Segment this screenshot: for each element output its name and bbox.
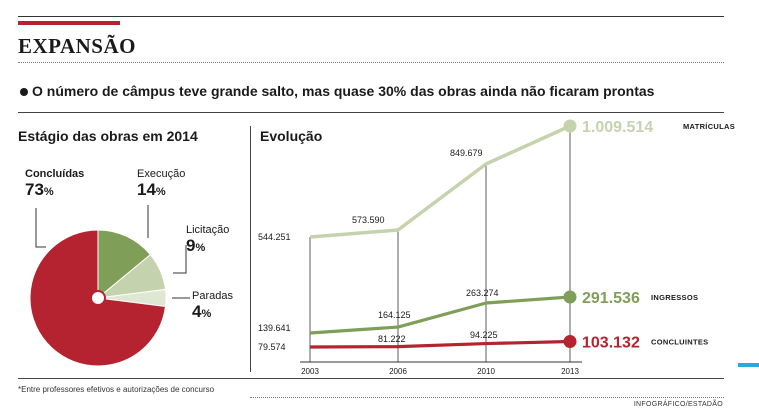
bottom-rule (18, 378, 724, 379)
series-name-label: INGRESSOS (651, 293, 698, 302)
series-name-label: MATRÍCULAS (683, 122, 735, 131)
footnote: *Entre professores efetivos e autorizaçõ… (18, 385, 215, 394)
x-tick-label: 2013 (561, 367, 579, 376)
data-label: 139.641 (258, 323, 291, 333)
series-line-concluintes (309, 339, 571, 349)
pie-leader-line (35, 208, 46, 248)
series-line-matrículas (309, 124, 571, 239)
pie-label-name: Licitação (186, 224, 230, 236)
pie-label-name: Concluídas (25, 168, 85, 180)
data-label: 544.251 (258, 232, 291, 242)
pie-chart (29, 205, 190, 367)
subtitle: O número de câmpus teve grande salto, ma… (32, 83, 655, 99)
data-label: 94.225 (470, 330, 498, 340)
final-value-label: 291.536 (582, 290, 640, 307)
dotted-divider (18, 62, 724, 63)
pie-label-percent: 14% (137, 180, 166, 199)
data-label: 849.679 (450, 148, 483, 158)
series-end-marker (563, 335, 577, 349)
data-label: 81.222 (378, 334, 406, 344)
top-rule (18, 16, 724, 17)
pie-label-percent: 4% (192, 302, 212, 321)
pie-label-paradas: Paradas 4% (192, 290, 233, 322)
accent-bar (18, 21, 120, 25)
pie-label-execucao: Execução 14% (137, 168, 185, 200)
vertical-divider (250, 126, 251, 372)
line-chart-title: Evolução (260, 128, 323, 144)
accent-marker (738, 363, 759, 367)
bullet-icon (20, 88, 28, 96)
section-title: EXPANSÃO (18, 34, 136, 58)
data-label: 573.590 (352, 215, 385, 225)
pie-label-licitacao: Licitação 9% (186, 224, 229, 256)
x-tick-label: 2010 (477, 367, 495, 376)
series-line-ingressos (309, 295, 571, 335)
pie-label-percent: 73% (25, 180, 54, 199)
pie-chart-title: Estágio das obras em 2014 (18, 128, 198, 144)
data-label: 263.274 (466, 288, 499, 298)
data-label: 79.574 (258, 342, 286, 352)
pie-label-percent: 9% (186, 236, 206, 255)
pie-label-name: Paradas (192, 290, 233, 302)
series-name-label: CONCLUINTES (651, 338, 708, 347)
pie-leader-line (173, 245, 187, 274)
final-value-label: 1.009.514 (582, 119, 653, 136)
data-label: 164.125 (378, 310, 411, 320)
final-value-label: 103.132 (582, 335, 640, 352)
pie-label-name: Execução (137, 168, 186, 180)
divider (18, 112, 724, 113)
pie-label-concluidas: Concluídas 73% (25, 168, 84, 200)
x-tick-label: 2003 (301, 367, 319, 376)
credit: INFOGRÁFICO/ESTADÃO (633, 401, 723, 408)
series-end-marker (563, 119, 577, 133)
dotted-divider-bottom (250, 397, 724, 398)
series-end-marker (563, 290, 577, 304)
pie-center-hole (90, 290, 106, 306)
x-tick-label: 2006 (389, 367, 407, 376)
pie-slice-execução (97, 229, 152, 300)
